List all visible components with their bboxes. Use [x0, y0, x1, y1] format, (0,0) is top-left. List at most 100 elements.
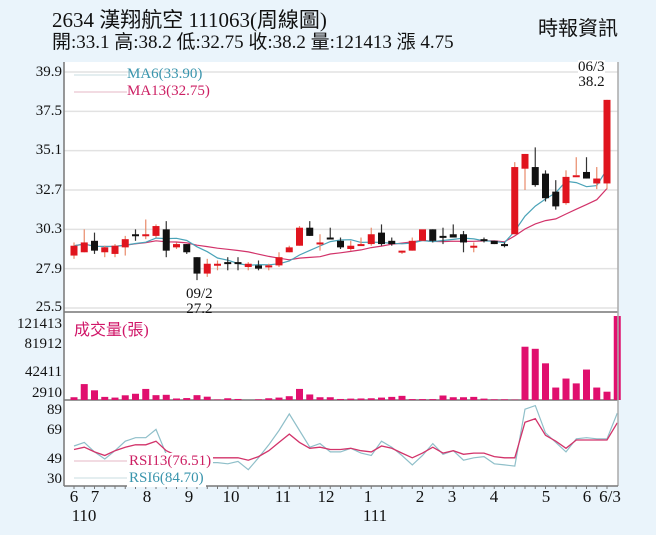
year-label: 111 [362, 506, 388, 525]
candle-up [142, 234, 150, 237]
candle-up [603, 99, 611, 184]
low-annotation: 09/2 27.2 [186, 287, 213, 317]
xtick: 4 [489, 487, 499, 506]
chart-title: 2634 漢翔航空 111063(周線圖) [52, 8, 327, 32]
rsi6-line [73, 404, 618, 471]
ma13-legend: MA13(32.75) [127, 83, 210, 99]
volume-bar [470, 396, 478, 400]
low-annotation-date: 09/2 [186, 286, 213, 302]
candle-down [501, 244, 508, 247]
volume-bar [542, 363, 549, 400]
volume-bar [480, 398, 488, 400]
xtick: 1 [363, 487, 373, 506]
volume-bar [367, 398, 375, 400]
volume-bar [490, 399, 498, 400]
data-source-label: 時報資訊 [538, 18, 618, 40]
volume-bar [552, 387, 560, 400]
volume-bar [603, 391, 611, 400]
volume-bar [296, 388, 303, 400]
candle-down [193, 257, 201, 274]
volume-bar [121, 395, 129, 400]
volume-bar [449, 397, 457, 400]
xtick: 10 [222, 487, 240, 506]
volume-bar [357, 398, 365, 400]
candle-up [173, 244, 180, 248]
xtick: 2 [415, 487, 425, 506]
candle-down [378, 232, 385, 245]
candle-up [285, 247, 293, 253]
candle-down [224, 262, 232, 265]
candle-down [326, 237, 334, 240]
candle-down [429, 229, 437, 241]
volume-bar [162, 394, 170, 400]
high-annotation: 06/3 38.2 [578, 60, 605, 90]
volume-bar [101, 396, 109, 400]
xtick: 6/3 [599, 487, 621, 506]
candle-up [398, 250, 406, 253]
volume-bar [132, 393, 139, 400]
volume-bar [419, 399, 426, 400]
candle-up [265, 265, 273, 268]
volume-bar [501, 399, 508, 400]
candle-up [419, 229, 426, 241]
candle-down [306, 227, 314, 236]
xtick: 5 [541, 487, 551, 506]
volume-bar [275, 397, 283, 400]
volume-bar [583, 369, 590, 400]
xtick: 3 [447, 487, 457, 506]
rsi-ytick: 69 [47, 422, 62, 438]
volume-bar [111, 397, 119, 400]
candle-up [70, 245, 78, 256]
volume-bar [562, 378, 570, 400]
candle-down [337, 240, 344, 248]
candle-up [121, 239, 129, 248]
candle-down [583, 171, 590, 179]
candle-up [296, 227, 303, 246]
candle-up [203, 263, 211, 274]
candle-down [255, 265, 262, 269]
price-ytick: 25.5 [35, 299, 62, 315]
volume-bar [398, 395, 406, 400]
volume-bar [388, 396, 396, 400]
volume-bar [429, 399, 437, 400]
candle-up [101, 247, 109, 253]
candle-down [490, 240, 498, 245]
rsi6-legend: RSI6(84.70) [127, 470, 206, 487]
volume-ytick: 2910 [32, 385, 62, 401]
candle-down [162, 229, 170, 251]
candle-up [244, 263, 252, 268]
price-ytick: 27.9 [35, 261, 62, 277]
volume-title: 成交量(張) [74, 322, 149, 339]
plot-area [64, 62, 618, 486]
volume-bar [285, 396, 293, 400]
candle-up [111, 245, 119, 254]
year-label: 110 [71, 506, 97, 525]
xtick: 9 [184, 487, 194, 506]
volume-bar [460, 397, 467, 400]
candle-up [470, 245, 478, 248]
volume-bar [378, 397, 385, 400]
rsi-ytick: 30 [47, 471, 62, 487]
volume-bar [439, 395, 447, 400]
candle-up [572, 175, 580, 178]
volume-bar [80, 384, 88, 400]
candle-up [511, 167, 519, 235]
candle-down [183, 244, 191, 253]
price-ytick: 32.7 [35, 182, 62, 198]
high-annotation-value: 38.2 [578, 74, 605, 90]
candle-down [542, 173, 549, 199]
high-annotation-date: 06/3 [578, 59, 605, 75]
xtick: 6 [69, 487, 79, 506]
volume-ytick: 121413 [17, 316, 62, 332]
candle-up [357, 244, 365, 247]
candle-up [367, 234, 375, 245]
xtick: 8 [142, 487, 152, 506]
volume-bar [91, 390, 98, 400]
volume-bar [234, 398, 242, 400]
volume-bar [265, 398, 273, 400]
rsi13-line [73, 417, 618, 461]
candle-up [593, 178, 601, 184]
ma6-legend: MA6(33.90) [127, 66, 203, 82]
candle-down [234, 262, 242, 265]
